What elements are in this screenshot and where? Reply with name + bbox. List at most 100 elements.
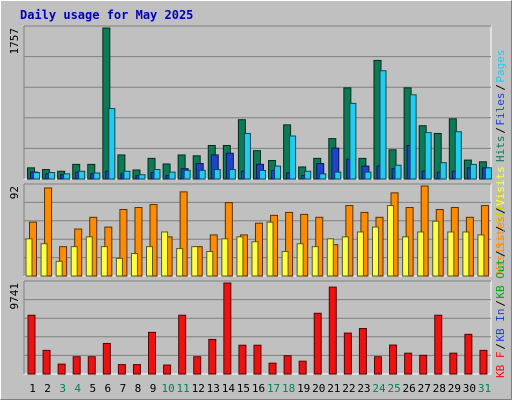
bar-pages: [108, 108, 116, 180]
panel-middle: 92 Visits/ Sites: [8, 183, 507, 277]
bar-pages: [349, 102, 357, 180]
x-tick-label: 25: [387, 382, 400, 395]
bar-sites: [100, 246, 108, 277]
bar-kb: [268, 362, 277, 375]
bar-pages: [439, 162, 447, 180]
legend-top: Hits/Files/Pages: [494, 49, 507, 162]
legend-bottom: KB F/KB In/KB Out/Sites/Visits: [494, 166, 507, 378]
x-tick-label: 10: [161, 382, 174, 395]
bar-sites: [176, 248, 184, 277]
bar-sites: [236, 236, 244, 277]
bar-sites: [25, 238, 33, 277]
legend-item: KB F: [494, 352, 507, 379]
bar-kb: [163, 364, 172, 375]
bar-pages: [153, 169, 161, 180]
bar-kb: [283, 355, 292, 375]
y-max-label: 1757: [8, 28, 21, 55]
bar-sites: [115, 257, 123, 277]
bar-pages: [168, 171, 176, 180]
bar-sites: [477, 234, 485, 277]
bar-sites: [447, 231, 455, 277]
bar-sites: [130, 253, 138, 277]
x-tick-label: 29: [448, 382, 461, 395]
bar-sites: [311, 246, 319, 277]
bar-pages: [78, 170, 86, 180]
x-tick-label: 7: [120, 382, 127, 395]
x-tick-label: 15: [237, 382, 250, 395]
legend-item: Pages: [494, 49, 507, 82]
x-tick-label: 20: [312, 382, 325, 395]
legend-item: KB Out: [494, 259, 507, 299]
bar-pages: [334, 171, 342, 180]
bar-kb: [328, 286, 337, 375]
x-tick-label: 24: [372, 382, 386, 395]
x-tick-label: 26: [403, 382, 416, 395]
legend-item: Visits: [494, 166, 507, 206]
bar-kb: [253, 344, 262, 375]
bar-sites: [326, 238, 334, 277]
bar-visits: [285, 211, 294, 277]
legend-item: Visits: [494, 234, 507, 274]
bar-kb: [343, 332, 352, 375]
x-tick-label: 18: [282, 382, 295, 395]
bar-sites: [85, 236, 93, 277]
x-tick-label: 19: [297, 382, 310, 395]
bar-visits: [119, 208, 128, 277]
bar-kb: [42, 349, 51, 375]
bar-kb: [193, 356, 202, 375]
bar-sites: [191, 246, 199, 277]
y-max-label: 92: [8, 186, 21, 199]
bar-kb: [87, 356, 96, 375]
bar-sites: [417, 231, 425, 277]
bar-pages: [228, 169, 236, 180]
bar-sites: [40, 243, 48, 277]
bar-sites: [341, 236, 349, 277]
legend-separator: /: [494, 343, 507, 350]
bar-pages: [364, 171, 372, 180]
bar-kb: [464, 333, 473, 375]
bar-kb: [102, 342, 111, 375]
legend-separator: /: [494, 250, 507, 257]
bar-sites: [161, 231, 169, 277]
legend-item: Files: [494, 92, 507, 125]
bar-kb: [434, 314, 443, 375]
bar-kb: [27, 314, 36, 375]
bar-pages: [33, 172, 40, 180]
bar-visits: [134, 207, 143, 277]
bar-kb: [117, 364, 126, 375]
bar-sites: [221, 238, 229, 277]
legend-separator: /: [494, 84, 507, 91]
x-tick-label: 16: [252, 382, 265, 395]
bar-pages: [123, 170, 131, 180]
bar-sites: [432, 220, 440, 277]
bar-sites: [296, 243, 304, 277]
legend-separator: /: [494, 300, 507, 307]
x-tick-label: 28: [433, 382, 446, 395]
bar-kb: [389, 344, 398, 375]
bar-visits: [149, 204, 158, 277]
bar-pages: [469, 163, 477, 180]
bar-kb: [238, 344, 247, 375]
x-tick-label: 12: [192, 382, 205, 395]
x-tick-label: 4: [74, 382, 81, 395]
legend-separator: /: [494, 127, 507, 134]
x-tick-label: 11: [177, 382, 190, 395]
bar-sites: [462, 231, 470, 277]
bar-pages: [138, 174, 146, 180]
bar-pages: [319, 173, 327, 180]
bar-pages: [243, 132, 251, 180]
bar-kb: [479, 349, 488, 375]
legend-item: Sites: [494, 191, 507, 224]
bar-pages: [454, 131, 462, 180]
bar-kb: [298, 360, 307, 375]
x-tick-label: 30: [463, 382, 476, 395]
x-tick-label: 9: [150, 382, 157, 395]
bar-pages: [394, 164, 402, 180]
bar-sites: [206, 251, 214, 277]
x-tick-label: 27: [418, 382, 431, 395]
bar-pages: [274, 165, 282, 180]
chart-title: Daily usage for May 2025: [20, 8, 193, 22]
x-tick-label: 17: [267, 382, 280, 395]
